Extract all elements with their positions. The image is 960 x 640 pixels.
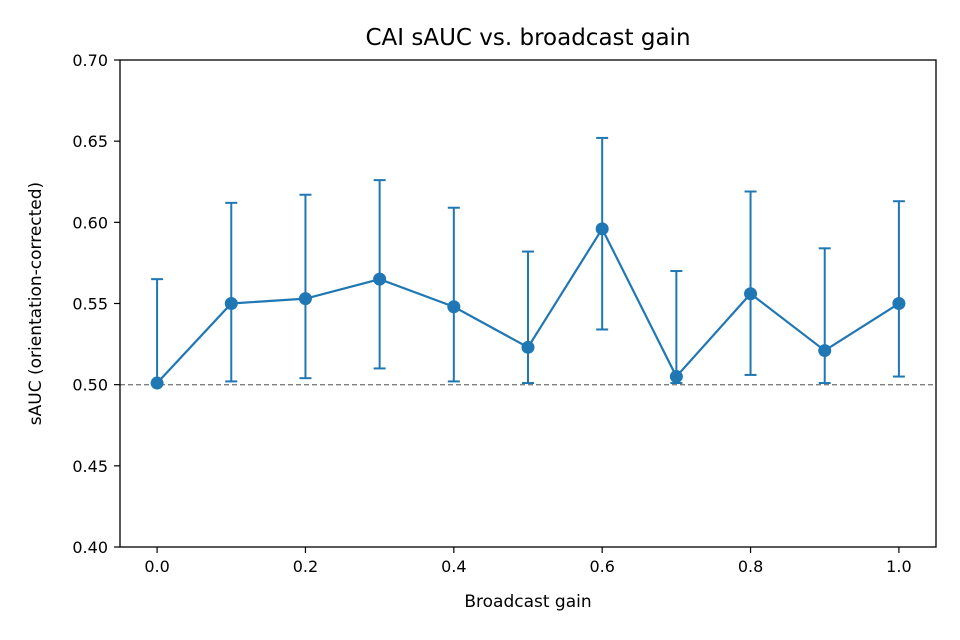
data-point xyxy=(818,344,832,358)
y-tick-label: 0.45 xyxy=(72,457,108,476)
x-tick-label: 0.4 xyxy=(441,557,466,576)
data-point xyxy=(447,300,461,314)
data-point xyxy=(744,287,758,301)
y-axis: 0.40 0.45 0.50 0.55 0.60 0.65 0.70 xyxy=(72,51,120,557)
y-tick-label: 0.55 xyxy=(72,295,108,314)
y-tick-label: 0.70 xyxy=(72,51,108,70)
data-point xyxy=(224,297,238,310)
data-point xyxy=(892,297,906,310)
data-point xyxy=(373,272,387,286)
y-tick-label: 0.65 xyxy=(72,132,108,151)
data-point xyxy=(150,376,164,390)
y-tick-label: 0.50 xyxy=(72,376,108,395)
y-tick-label: 0.40 xyxy=(72,538,108,557)
data-point xyxy=(298,292,312,306)
x-tick-label: 0.8 xyxy=(738,557,763,576)
x-tick-label: 0.0 xyxy=(144,557,169,576)
data-point xyxy=(669,370,683,384)
x-axis: 0.0 0.2 0.4 0.6 0.8 1.0 xyxy=(144,547,912,576)
y-axis-label: sAUC (orientation-corrected) xyxy=(26,182,46,425)
x-tick-label: 1.0 xyxy=(886,557,911,576)
data-point xyxy=(521,340,535,354)
x-tick-label: 0.6 xyxy=(589,557,614,576)
data-point xyxy=(595,222,609,236)
x-axis-label: Broadcast gain xyxy=(464,592,591,612)
plot-area xyxy=(120,136,936,390)
x-tick-label: 0.2 xyxy=(293,557,318,576)
y-tick-label: 0.60 xyxy=(72,213,108,232)
chart-title: CAI sAUC vs. broadcast gain xyxy=(365,25,690,51)
